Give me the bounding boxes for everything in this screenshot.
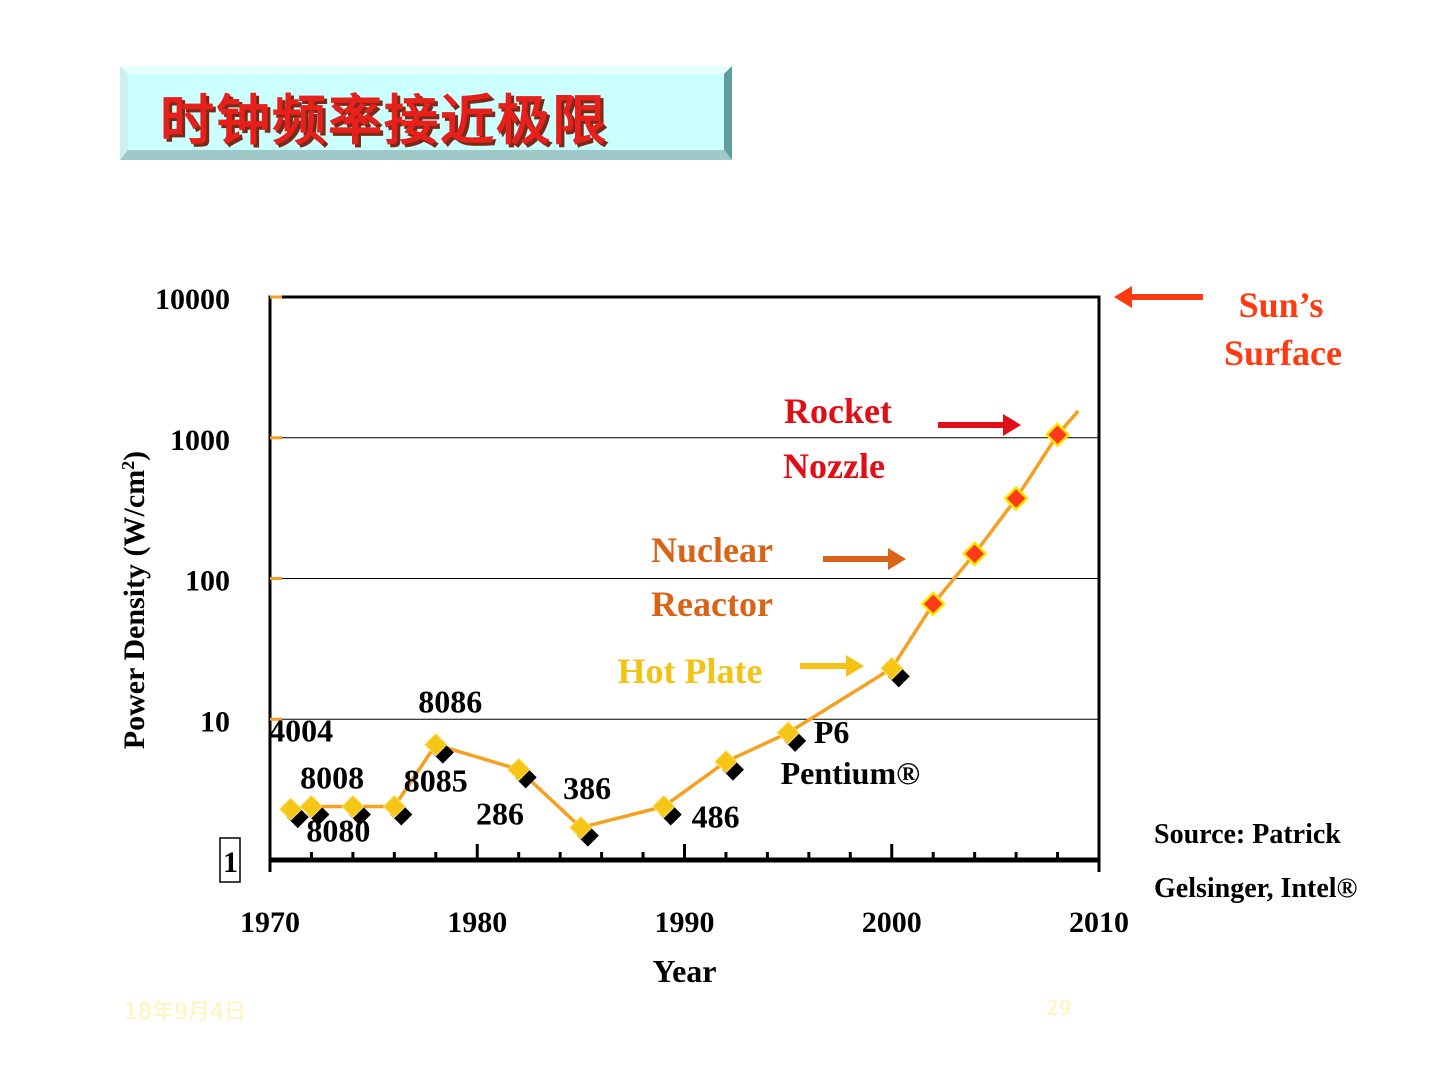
annotation-nuclear: Nuclear — [651, 530, 773, 570]
point-label: Pentium® — [781, 755, 920, 791]
data-point — [652, 794, 676, 819]
point-label: 8086 — [418, 683, 482, 719]
arrow-nuclear-head — [888, 548, 906, 570]
arrow-sun-head — [1114, 286, 1132, 308]
point-label: 286 — [476, 796, 524, 832]
data-point — [299, 794, 324, 819]
data-point — [424, 732, 448, 757]
point-label: 8080 — [306, 812, 370, 848]
y-tick-label-box — [219, 837, 241, 883]
annotation-nozzle: Nozzle — [783, 446, 885, 486]
point-label: 4004 — [269, 712, 333, 748]
x-tick-label: 1980 — [447, 906, 507, 939]
source-line2: Gelsinger, Intel® — [1154, 873, 1358, 904]
data-point — [382, 794, 407, 819]
y-tick-label: 1 — [223, 846, 238, 879]
annotation-sun-line2: Surface — [1224, 333, 1342, 373]
data-point — [506, 757, 531, 782]
page-number: 29 — [1046, 996, 1072, 1020]
y-axis-label: Power Density (W/cm2) — [118, 451, 151, 749]
annotation-reactor: Reactor — [651, 584, 773, 624]
source-line1: Source: Patrick — [1154, 819, 1341, 850]
data-point — [714, 749, 738, 774]
x-tick-label: 2000 — [862, 906, 922, 939]
data-point — [961, 540, 988, 567]
x-tick-label: 1970 — [240, 906, 300, 939]
series-line — [290, 409, 1080, 830]
title-banner: 时钟频率接近极限 — [120, 66, 732, 160]
point-label: 8085 — [404, 763, 468, 799]
data-point — [920, 591, 946, 617]
arrow-rocket-head — [1003, 414, 1021, 436]
point-label: 8008 — [300, 759, 364, 795]
data-point — [279, 797, 303, 821]
title-banner-frame — [120, 66, 732, 160]
footer-date: 18年9月4日 — [124, 1000, 246, 1025]
point-label: 486 — [692, 799, 740, 835]
y-tick-label: 10 — [200, 705, 230, 738]
data-point — [569, 815, 593, 840]
point-label: 386 — [563, 770, 611, 806]
y-tick-label: 100 — [185, 565, 230, 598]
y-tick-label: 10000 — [155, 283, 230, 316]
annotation-hot-plate: Hot Plate — [618, 651, 763, 691]
point-label: P6 — [814, 714, 850, 750]
x-tick-label: 2010 — [1069, 906, 1129, 939]
data-point — [880, 656, 904, 681]
x-tick-label: 1990 — [655, 906, 715, 939]
x-axis-label: Year — [653, 953, 717, 989]
data-point — [776, 721, 800, 745]
data-point — [341, 794, 365, 819]
annotation-sun-line1: Sun’s — [1239, 285, 1324, 325]
data-point — [1044, 421, 1071, 448]
data-point — [1003, 485, 1029, 512]
annotation-rocket: Rocket — [784, 391, 892, 431]
y-tick-label: 1000 — [170, 424, 230, 457]
slide-title: 时钟频率接近极限 — [160, 89, 608, 152]
arrow-hot-plate-head — [846, 655, 864, 677]
